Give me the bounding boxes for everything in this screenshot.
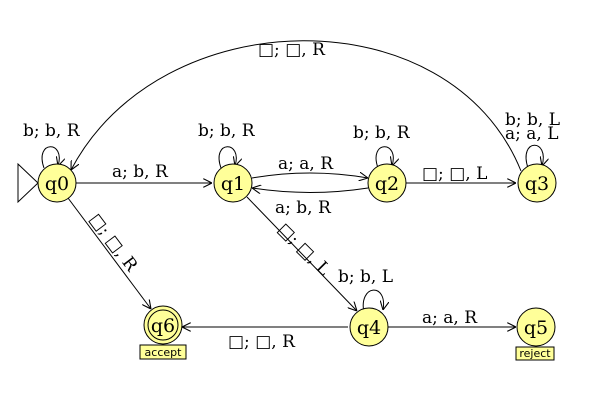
edge-label-q1-q4-blank: □; □, L bbox=[273, 219, 333, 279]
edge-q1-q2 bbox=[251, 173, 368, 178]
state-q1[interactable]: q1 bbox=[213, 163, 253, 203]
state-q0[interactable]: q0 bbox=[37, 163, 77, 203]
edge-q1-q4 bbox=[246, 196, 357, 311]
edge-label-q3-q3-a: a; a, L bbox=[505, 124, 559, 144]
accepting-ring-icon bbox=[147, 309, 179, 341]
edge-q3-q0 bbox=[71, 40, 522, 172]
edges bbox=[41, 40, 543, 327]
state-q2[interactable]: q2 bbox=[367, 163, 407, 203]
state-q4[interactable]: q4 bbox=[349, 307, 389, 347]
state-label-q6: q6 bbox=[151, 315, 175, 337]
edge-label-q3-q3-b: b; b, L bbox=[505, 110, 560, 130]
edge-label-q2-q2: b; b, R bbox=[353, 123, 411, 143]
tag-reject-text: reject bbox=[519, 347, 551, 360]
edge-label-q0-q6: □; □, R bbox=[85, 210, 142, 276]
edge-label-q4-q6: □; □, R bbox=[228, 332, 296, 352]
edge-q2-q1 bbox=[252, 188, 369, 193]
edge-label-q2-q3: □; □, L bbox=[422, 164, 487, 184]
state-tag-accept: accept bbox=[139, 344, 187, 360]
state-label-q4: q4 bbox=[357, 317, 381, 339]
state-label-q0: q0 bbox=[45, 173, 69, 195]
edge-q2-q2 bbox=[375, 146, 393, 169]
edge-label-q4-q5: a; a, R bbox=[422, 308, 478, 328]
state-q5[interactable]: q5 bbox=[516, 307, 556, 347]
states: q0 q1 q2 q3 q4 q5 q6 bbox=[37, 163, 557, 347]
edge-label-q0-q0: b; b, R bbox=[23, 121, 81, 141]
start-arrow-icon bbox=[17, 162, 39, 204]
edge-label-q1-q2: a; a, R bbox=[278, 154, 334, 174]
state-q3[interactable]: q3 bbox=[517, 163, 557, 203]
state-label-q2: q2 bbox=[375, 173, 399, 195]
state-label-q1: q1 bbox=[221, 173, 245, 195]
edge-q0-q6 bbox=[67, 197, 151, 309]
state-label-q3: q3 bbox=[525, 173, 549, 195]
state-tag-reject: reject bbox=[515, 346, 555, 361]
state-label-q5: q5 bbox=[524, 317, 548, 339]
tag-accept-text: accept bbox=[145, 346, 183, 359]
edge-label-q1-q1: b; b, R bbox=[198, 121, 256, 141]
edge-q0-q0 bbox=[41, 146, 59, 169]
edge-q4-q4 bbox=[362, 289, 383, 314]
state-q6[interactable]: q6 bbox=[143, 305, 183, 345]
edge-q3-q3 bbox=[525, 144, 543, 169]
edge-q1-q1 bbox=[218, 146, 236, 169]
edge-label-q0-q1: a; b, R bbox=[112, 162, 169, 182]
edge-label-q1-q4-a: a; b, R bbox=[275, 198, 332, 218]
edge-labels: b; b, R a; b, R □; □, R b; b, R a; a, R … bbox=[23, 40, 560, 352]
edge-label-q4-q4: b; b, L bbox=[338, 267, 393, 287]
edge-label-q3-q0: □; □, R bbox=[258, 40, 326, 60]
